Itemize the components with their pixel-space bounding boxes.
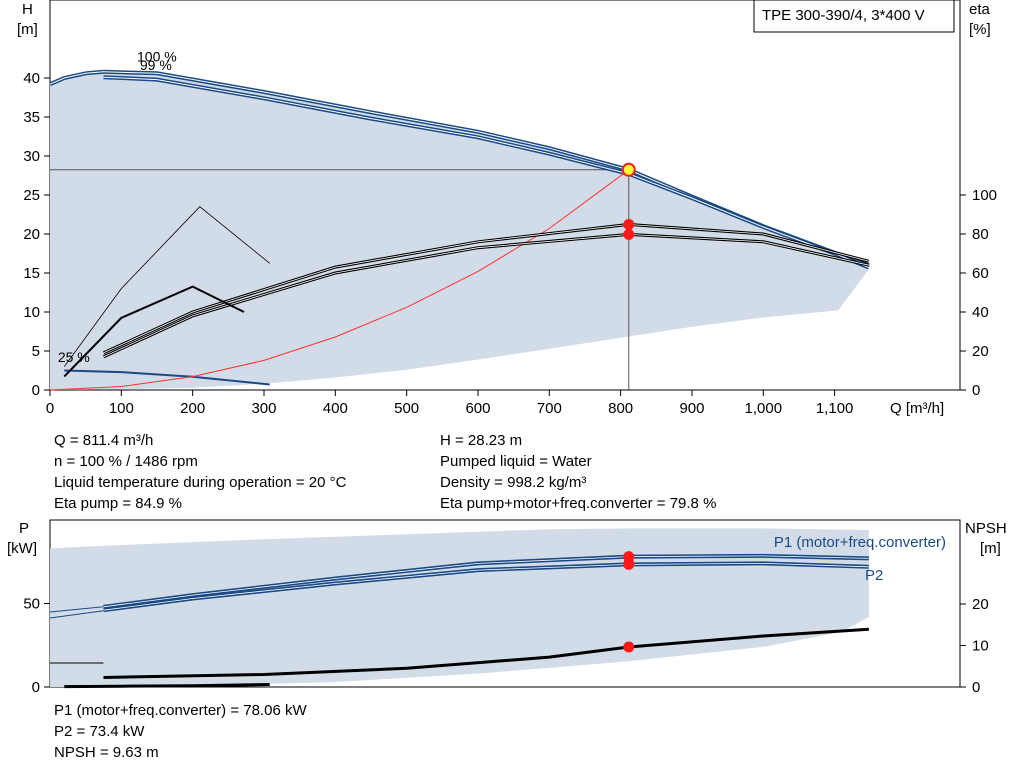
y-left-tick-label: 35 [23, 109, 40, 126]
chart-title: TPE 300-390/4, 3*400 V [762, 7, 925, 24]
y-right-tick-label: 20 [972, 343, 989, 360]
y-right-tick-label: 60 [972, 265, 989, 282]
info-p2: P2 = 73.4 kW [54, 723, 145, 740]
x-tick-label: 700 [537, 400, 562, 417]
y-right-tick-label: 0 [972, 382, 980, 399]
label-p2: P2 [865, 567, 883, 584]
y-left-tick-label: 25 [23, 187, 40, 204]
bottom-y-right-tick-label: 10 [972, 638, 989, 655]
top-y-right-ticks: 0 20 40 60 80 100 [960, 187, 997, 399]
duty-point-npsh [623, 641, 635, 653]
bottom-chart-content: P1 (motor+freq.converter) P2 [49, 528, 946, 689]
bottom-y-left-unit-p: P [19, 520, 29, 537]
top-y-left-unit-h: H [22, 1, 33, 18]
bottom-y-right-tick-label: 20 [972, 596, 989, 613]
info-npsh: NPSH = 9.63 m [54, 744, 159, 761]
series-p1-motor-freq-converter--highlight [103, 555, 869, 608]
info-eta-pump: Eta pump = 84.9 % [54, 495, 182, 512]
y-left-tick-label: 30 [23, 148, 40, 165]
y-left-tick-label: 10 [23, 304, 40, 321]
series-eta-total-100-highlight [103, 233, 869, 358]
y-left-tick-label: 40 [23, 70, 40, 87]
duty-point-eta-total [623, 228, 635, 240]
power-region [50, 528, 869, 687]
info-p1: P1 (motor+freq.converter) = 78.06 kW [54, 702, 307, 719]
curve-label-99: 99 % [140, 57, 172, 73]
series-npsh-100 [103, 627, 869, 679]
bottom-y-left-ticks: 0 50 [23, 596, 50, 696]
p2-lead-in [49, 610, 104, 619]
bottom-y-right-unit-m: [m] [980, 540, 1001, 557]
head-efficiency-chart: 100 %99 % 25 % TPE 300-390/4, 3*400 V H [… [17, 0, 997, 417]
series-eta-pump-100-highlight [103, 223, 870, 354]
bottom-y-right-ticks: 0 10 20 [960, 596, 989, 696]
info-speed: n = 100 % / 1486 rpm [54, 453, 198, 470]
y-left-tick-label: 15 [23, 265, 40, 282]
y-right-tick-label: 40 [972, 304, 989, 321]
p1-lead-in [49, 606, 104, 613]
info-pumped-liquid: Pumped liquid = Water [440, 453, 592, 470]
y-left-tick-label: 5 [32, 343, 40, 360]
bottom-y-right-unit-npsh: NPSH [965, 520, 1007, 537]
curve-label-25: 25 % [58, 349, 90, 365]
top-y-left-unit-m: [m] [17, 21, 38, 38]
series-p2-highlight [103, 562, 869, 611]
top-y-left-ticks: 0 5 10 15 20 25 30 35 40 [23, 70, 50, 399]
x-tick-label: 400 [323, 400, 348, 417]
info-q: Q = 811.4 m³/h [54, 432, 154, 449]
x-tick-label: 0 [46, 400, 54, 417]
duty-point-p-mid [623, 555, 634, 566]
series-eta-pump-min [63, 285, 245, 378]
bottom-y-left-unit-kw: [kW] [7, 540, 37, 557]
info-liquid-temperature: Liquid temperature during operation = 20… [54, 474, 347, 491]
top-y-right-unit-pct: [%] [969, 21, 991, 38]
x-tick-label: 600 [465, 400, 490, 417]
series-head-min-run-highlight [49, 71, 104, 85]
info-eta-total: Eta pump+motor+freq.converter = 79.8 % [440, 495, 717, 512]
x-tick-label: 1,100 [816, 400, 854, 417]
label-p1: P1 (motor+freq.converter) [774, 534, 946, 551]
top-y-right-unit-eta: eta [969, 1, 991, 18]
x-tick-label: 1,000 [745, 400, 783, 417]
x-tick-label: 300 [251, 400, 276, 417]
info-density: Density = 998.2 kg/m³ [440, 474, 587, 491]
series-eta-total-min [63, 206, 270, 367]
x-tick-label: 900 [679, 400, 704, 417]
duty-point-head [621, 162, 636, 177]
x-tick-label: 800 [608, 400, 633, 417]
duty-point-eta-pump [623, 218, 635, 230]
top-chart-content: 100 %99 % 25 % [49, 49, 870, 391]
series-99--highlight [103, 76, 870, 268]
x-tick-label: 100 [109, 400, 134, 417]
series-npsh-min [64, 683, 270, 689]
top-x-ticks: 0 100 200 300 400 500 600 700 800 900 1,000 1,100 [46, 390, 854, 417]
y-right-tick-label: 100 [972, 187, 997, 204]
bottom-y-left-tick-label: 0 [32, 679, 40, 696]
y-right-tick-label: 80 [972, 226, 989, 243]
bottom-y-left-tick-label: 50 [23, 596, 40, 613]
x-axis-label: Q [m³/h] [890, 400, 944, 417]
power-npsh-chart: P1 (motor+freq.converter)P2 P [kW] NPSH … [7, 519, 1007, 696]
y-left-tick-label: 20 [23, 226, 40, 243]
info-head: H = 28.23 m [440, 432, 523, 449]
y-left-tick-label: 0 [32, 382, 40, 399]
operating-region [50, 71, 869, 390]
chart-title-box [753, 0, 955, 33]
curve-label-100: 100 % [137, 49, 177, 65]
x-tick-label: 500 [394, 400, 419, 417]
series-25- [64, 369, 270, 386]
x-tick-label: 200 [180, 400, 205, 417]
bottom-y-right-tick-label: 0 [972, 679, 980, 696]
